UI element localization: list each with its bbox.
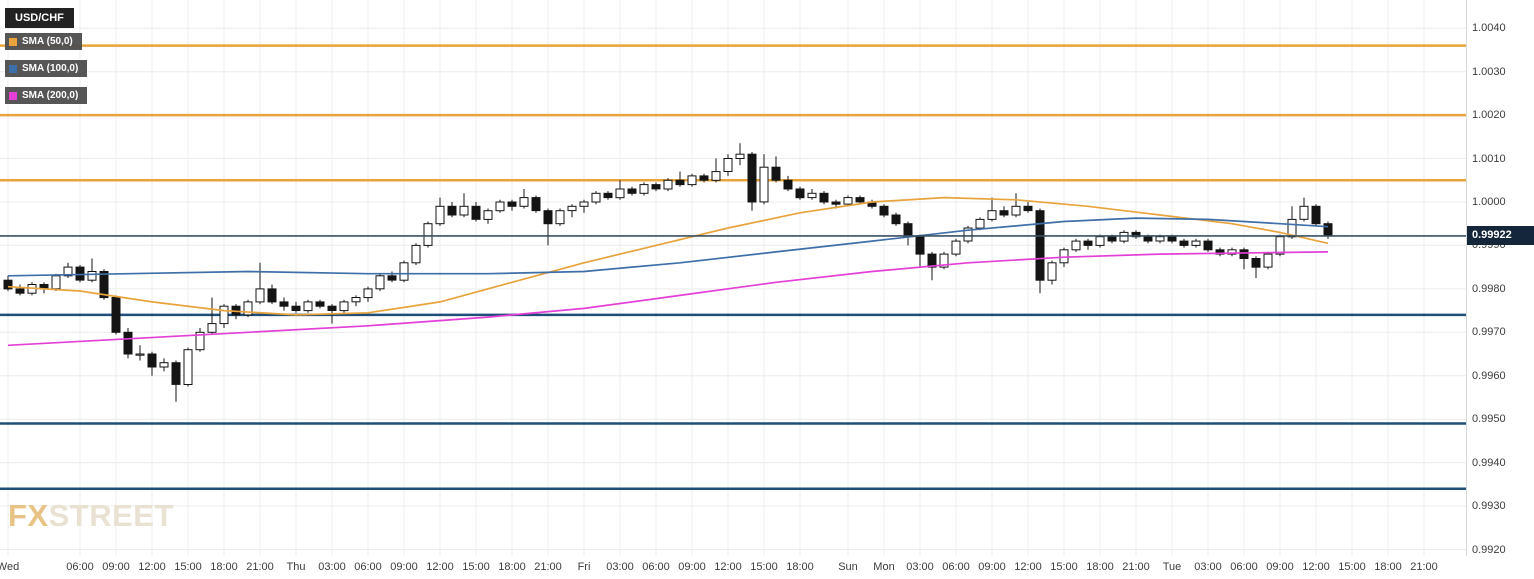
sma200-line bbox=[7, 251, 1329, 347]
time-tick-label: 21:00 bbox=[246, 561, 274, 573]
time-tick-label: Mon bbox=[873, 561, 895, 573]
indicator-sma100[interactable]: SMA (100,0) bbox=[5, 60, 88, 77]
price-tick-label: 0.9920 bbox=[1472, 543, 1506, 556]
price-tick-label: 0.9930 bbox=[1472, 500, 1506, 512]
sma100-color-chip bbox=[9, 64, 17, 73]
price-tick-label: 0.9960 bbox=[1472, 369, 1506, 382]
time-tick-label: 12:00 bbox=[714, 561, 742, 573]
price-tick-label: 0.9950 bbox=[1472, 413, 1506, 426]
time-tick-label: 09:00 bbox=[678, 561, 706, 573]
indicator-sma50-label: SMA (50,0) bbox=[22, 36, 73, 47]
price-tick-label: 0.9940 bbox=[1472, 456, 1506, 469]
time-tick-label: 15:00 bbox=[1338, 561, 1366, 573]
time-tick-label: 18:00 bbox=[786, 561, 814, 573]
indicator-sma100-label: SMA (100,0) bbox=[22, 63, 79, 74]
time-tick-label: 06:00 bbox=[1230, 561, 1258, 573]
price-tick-label: 0.9980 bbox=[1472, 282, 1506, 295]
price-tick-label: 1.0010 bbox=[1472, 152, 1506, 165]
time-tick-label: 15:00 bbox=[462, 561, 490, 573]
time-tick-label: Sun bbox=[838, 561, 858, 573]
price-tick-label: 1.0040 bbox=[1472, 22, 1506, 35]
time-tick-label: Wed bbox=[0, 561, 20, 573]
time-tick-label: 12:00 bbox=[1014, 561, 1042, 573]
price-tick-label: 0.9970 bbox=[1472, 326, 1506, 339]
time-tick-label: 18:00 bbox=[498, 561, 526, 573]
indicator-sma50[interactable]: SMA (50,0) bbox=[5, 33, 82, 50]
time-tick-label: 03:00 bbox=[906, 561, 934, 573]
sma100-line bbox=[7, 217, 1329, 277]
price-axis[interactable]: 0.99922 1.0040 1.0030 1.0020 1.0010 1.0000 0.… bbox=[1466, 0, 1534, 556]
time-axis[interactable]: Wed 06:00 09:00 12:00 15:00 18:00 21:00 Thu 03:0… bbox=[0, 556, 1466, 579]
time-tick-label: 18:00 bbox=[210, 561, 238, 573]
time-tick-label: 06:00 bbox=[942, 561, 970, 573]
fxstreet-watermark: FXSTREET bbox=[8, 498, 174, 534]
time-tick-label: 18:00 bbox=[1086, 561, 1114, 573]
price-tick-label: 1.0000 bbox=[1472, 196, 1506, 208]
time-tick-label: 06:00 bbox=[642, 561, 670, 573]
time-tick-label: Tue bbox=[1162, 561, 1182, 573]
time-tick-label: 03:00 bbox=[318, 561, 346, 573]
time-tick-label: 09:00 bbox=[1266, 561, 1294, 573]
axis-corner bbox=[1466, 556, 1534, 579]
time-tick-label: 12:00 bbox=[1302, 561, 1330, 573]
time-tick-label: 06:00 bbox=[66, 561, 94, 573]
time-tick-label: 12:00 bbox=[138, 561, 166, 573]
price-tick-label: 1.0020 bbox=[1472, 109, 1506, 122]
time-tick-label: 09:00 bbox=[102, 561, 130, 573]
current-price-badge: 0.99922 bbox=[1467, 226, 1534, 246]
symbol-label[interactable]: USD/CHF bbox=[5, 8, 74, 28]
level-lines-layer bbox=[0, 44, 1466, 490]
time-tick-label: 03:00 bbox=[1194, 561, 1222, 573]
fxstreet-watermark-fx: FX bbox=[8, 498, 49, 533]
time-tick-label: 09:00 bbox=[978, 561, 1006, 573]
time-tick-label: 09:00 bbox=[390, 561, 418, 573]
time-tick-label: 12:00 bbox=[426, 561, 454, 573]
indicator-sma200[interactable]: SMA (200,0) bbox=[5, 87, 88, 104]
price-tick-label: 1.0030 bbox=[1472, 65, 1506, 78]
time-tick-label: 21:00 bbox=[534, 561, 562, 573]
time-tick-label: 06:00 bbox=[354, 561, 382, 573]
time-tick-label: 03:00 bbox=[606, 561, 634, 573]
grid-layer bbox=[0, 0, 1466, 556]
indicator-sma200-label: SMA (200,0) bbox=[22, 90, 79, 101]
time-tick-label: 15:00 bbox=[750, 561, 778, 573]
time-tick-label: 15:00 bbox=[174, 561, 202, 573]
time-tick-label: 15:00 bbox=[1050, 561, 1078, 573]
chart-plot-area[interactable]: USD/CHF SMA (50,0) SMA (100,0) SMA (200,… bbox=[0, 0, 1466, 556]
time-tick-label: 18:00 bbox=[1374, 561, 1402, 573]
time-tick-label: Fri bbox=[577, 561, 591, 573]
sma50-color-chip bbox=[9, 37, 17, 46]
time-tick-label: 21:00 bbox=[1410, 561, 1438, 573]
chart-canvas[interactable] bbox=[0, 0, 1466, 556]
fxstreet-watermark-street: STREET bbox=[48, 498, 174, 533]
time-tick-label: Thu bbox=[286, 561, 306, 573]
candles-layer bbox=[3, 143, 1333, 402]
sma200-color-chip bbox=[9, 91, 17, 100]
time-tick-label: 21:00 bbox=[1122, 561, 1150, 573]
